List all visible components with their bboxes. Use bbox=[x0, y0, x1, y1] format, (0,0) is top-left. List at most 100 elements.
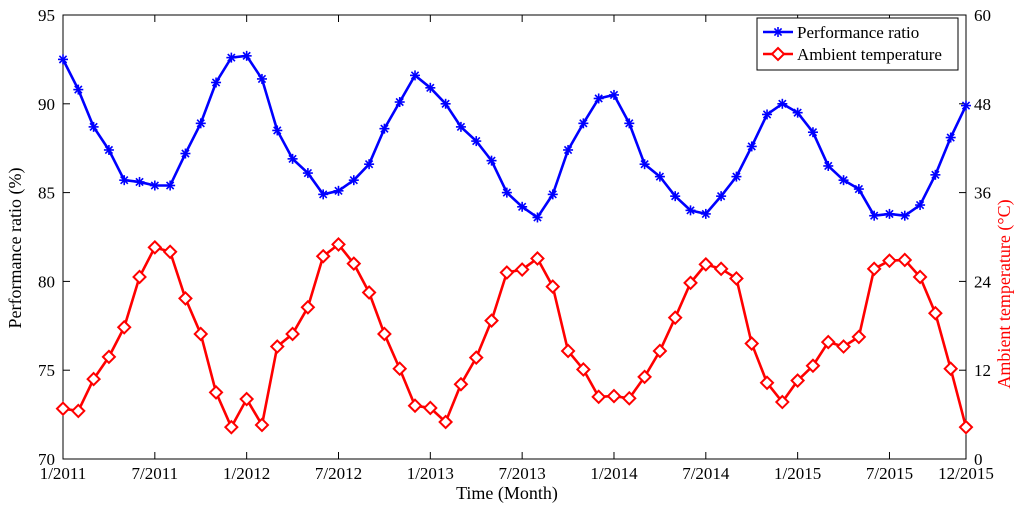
marker-stroke bbox=[74, 85, 83, 94]
data-point bbox=[563, 144, 574, 155]
data-point bbox=[254, 417, 270, 433]
data-point bbox=[547, 189, 558, 200]
data-point bbox=[315, 248, 331, 264]
marker-stroke bbox=[778, 99, 787, 108]
y-axis-left-label: Performance ratio (%) bbox=[5, 168, 26, 329]
data-point bbox=[471, 136, 482, 147]
marker-stroke bbox=[303, 168, 313, 178]
data-point bbox=[683, 275, 698, 291]
data-point bbox=[930, 169, 941, 180]
x-tick-label: 7/2011 bbox=[132, 464, 179, 483]
data-point bbox=[300, 299, 316, 315]
y-left-tick-label: 80 bbox=[38, 272, 55, 291]
data-point bbox=[899, 210, 910, 221]
data-point bbox=[853, 184, 864, 195]
data-point bbox=[58, 54, 68, 65]
data-point bbox=[882, 253, 897, 269]
data-point bbox=[484, 313, 499, 329]
marker-stroke bbox=[135, 177, 144, 187]
data-point bbox=[376, 326, 392, 342]
x-axis-label: Time (Month) bbox=[456, 483, 558, 504]
data-point bbox=[744, 336, 760, 351]
marker-stroke bbox=[257, 74, 267, 84]
marker-stroke bbox=[747, 142, 756, 151]
data-point bbox=[211, 77, 222, 88]
data-point bbox=[575, 362, 591, 377]
y-left-tick-label: 70 bbox=[38, 450, 55, 469]
data-point bbox=[302, 168, 313, 179]
data-point bbox=[621, 390, 637, 406]
data-point bbox=[943, 361, 959, 377]
plot-frame bbox=[62, 14, 967, 460]
data-point bbox=[912, 269, 928, 285]
data-point bbox=[162, 244, 178, 260]
marker-stroke bbox=[671, 191, 680, 201]
marker-stroke bbox=[594, 94, 603, 103]
data-point bbox=[486, 155, 497, 166]
y-right-tick-label: 36 bbox=[974, 184, 991, 203]
y-left-tick-label: 75 bbox=[38, 361, 55, 380]
marker-stroke bbox=[773, 27, 783, 37]
marker-stroke bbox=[58, 55, 68, 64]
data-point bbox=[637, 369, 653, 385]
data-point bbox=[208, 384, 224, 400]
series-performance-ratio bbox=[58, 50, 971, 223]
data-point bbox=[193, 326, 209, 342]
data-point bbox=[147, 239, 163, 255]
marker-stroke bbox=[548, 190, 557, 199]
data-point bbox=[392, 361, 408, 377]
marker-stroke bbox=[716, 191, 726, 201]
data-point bbox=[195, 118, 206, 129]
data-point bbox=[272, 125, 283, 136]
data-point bbox=[149, 180, 160, 191]
data-point bbox=[501, 187, 512, 198]
data-point bbox=[790, 373, 806, 388]
data-point bbox=[713, 261, 729, 277]
marker-stroke bbox=[854, 184, 864, 194]
data-point bbox=[897, 252, 913, 268]
series-line bbox=[61, 54, 968, 219]
marker-stroke bbox=[502, 188, 512, 197]
legend-box bbox=[756, 17, 959, 71]
marker-stroke bbox=[579, 119, 588, 128]
marker-stroke bbox=[808, 128, 818, 137]
data-point bbox=[945, 132, 956, 143]
x-tick-label: 1/2015 bbox=[774, 464, 821, 483]
data-point bbox=[364, 159, 375, 170]
marker-stroke bbox=[319, 190, 328, 199]
data-point bbox=[119, 175, 130, 186]
data-point bbox=[361, 285, 377, 300]
data-point bbox=[927, 305, 943, 321]
data-point bbox=[287, 153, 298, 164]
data-point bbox=[132, 269, 147, 285]
data-point bbox=[517, 201, 528, 212]
data-point bbox=[606, 388, 622, 404]
data-point bbox=[73, 84, 84, 95]
data-point bbox=[103, 144, 114, 155]
data-point bbox=[422, 400, 438, 416]
data-point bbox=[836, 339, 851, 354]
data-point bbox=[759, 375, 775, 391]
data-point bbox=[407, 398, 423, 414]
marker-stroke bbox=[487, 156, 496, 165]
data-point bbox=[226, 52, 237, 63]
data-point bbox=[379, 123, 390, 134]
marker-stroke bbox=[410, 71, 420, 80]
marker-stroke bbox=[456, 122, 466, 132]
data-point bbox=[698, 256, 714, 272]
marker-stroke bbox=[227, 53, 236, 62]
marker-stroke bbox=[870, 211, 879, 220]
marker-stroke bbox=[625, 119, 634, 128]
x-tick-label: 7/2014 bbox=[682, 464, 730, 483]
data-point bbox=[823, 160, 834, 171]
data-point bbox=[958, 419, 974, 435]
y-right-tick-label: 60 bbox=[974, 6, 991, 25]
data-point bbox=[241, 50, 252, 61]
data-point bbox=[440, 98, 451, 109]
data-point bbox=[55, 401, 71, 417]
data-point bbox=[180, 148, 191, 159]
legend-marker bbox=[770, 46, 786, 62]
x-tick-label: 7/2015 bbox=[866, 464, 913, 483]
data-point bbox=[746, 141, 757, 152]
